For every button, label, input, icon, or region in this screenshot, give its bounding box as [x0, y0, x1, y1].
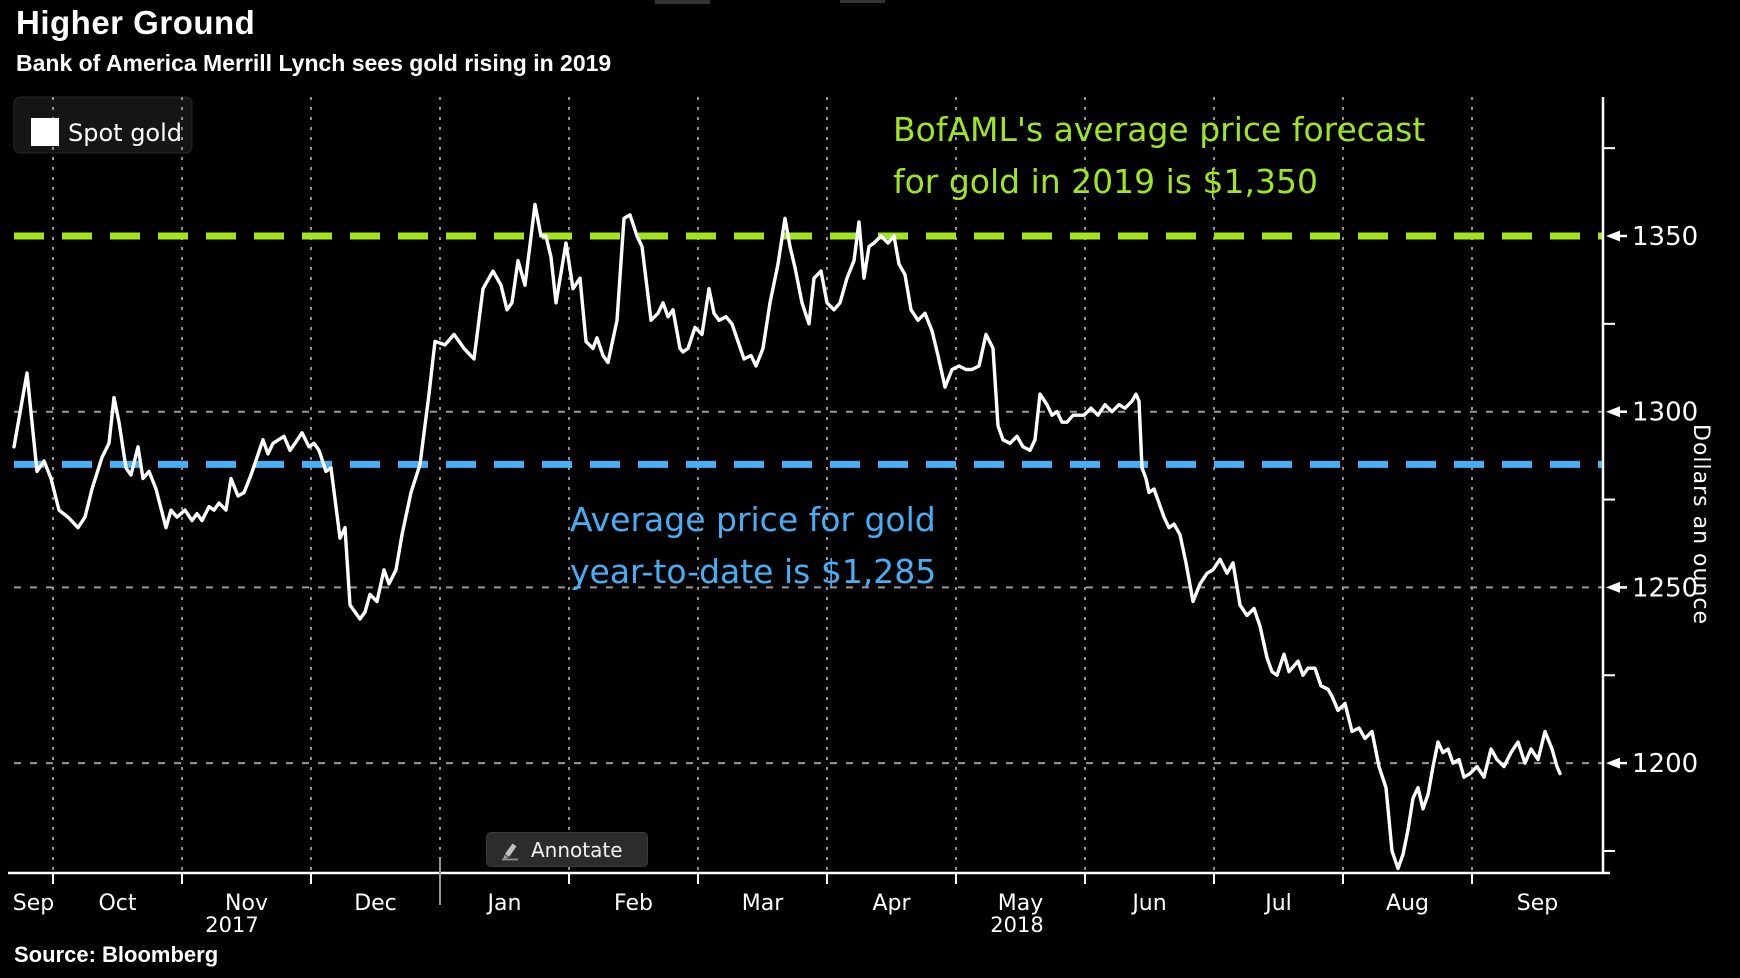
x-month-label-nov-2: Nov [225, 891, 268, 916]
y-axis-title: Dollars an ounce [1688, 424, 1713, 626]
annotation-forecast-line2: for gold in 2019 is $1,350 [893, 162, 1318, 201]
source-credit: Source: Bloomberg [14, 942, 219, 967]
y-tick-label-1350: 1350 [1632, 222, 1698, 252]
screenshot-edge-artifact [655, 0, 710, 4]
spot-gold-line [12, 202, 1562, 871]
x-month-label-jan-4: Jan [486, 891, 522, 916]
y-tick-arrow [1606, 406, 1620, 418]
y-tick-label-1200: 1200 [1632, 749, 1698, 779]
x-month-label-feb-5: Feb [614, 891, 653, 916]
y-tick-label-1250: 1250 [1632, 573, 1698, 603]
x-month-label-dec-3: Dec [354, 891, 397, 916]
y-tick-arrow [1606, 581, 1620, 593]
y-tick-arrow [1606, 230, 1620, 242]
x-month-label-oct-1: Oct [98, 891, 136, 916]
pencil-icon [502, 843, 518, 860]
x-month-label-sep-12: Sep [1517, 891, 1558, 916]
y-tick-label-1300: 1300 [1632, 398, 1698, 428]
screenshot-edge-artifact [840, 0, 885, 3]
x-month-label-jun-9: Jun [1130, 891, 1166, 916]
x-month-label-mar-6: Mar [742, 891, 784, 916]
x-month-label-may-8: May [998, 891, 1043, 916]
annotate-button[interactable]: Annotate [486, 832, 648, 867]
legend-swatch-spot-gold [31, 118, 59, 146]
annotation-ytd-line2: year-to-date is $1,285 [570, 552, 937, 591]
x-month-label-jul-10: Jul [1263, 891, 1292, 916]
y-tick-arrow [1606, 757, 1620, 769]
legend-item-spot-gold[interactable]: Spot gold [68, 119, 183, 147]
x-month-label-aug-11: Aug [1386, 891, 1429, 916]
x-month-label-sep-0: Sep [13, 891, 54, 916]
annotation-ytd-average: Average price for gold year-to-date is $… [570, 494, 936, 598]
x-axis-year-2017: 2017 [205, 913, 259, 937]
x-month-label-apr-7: Apr [872, 891, 911, 916]
x-axis-year-2018: 2018 [990, 913, 1044, 937]
page-subtitle: Bank of America Merrill Lynch sees gold … [16, 50, 612, 76]
annotation-ytd-line1: Average price for gold [570, 500, 936, 539]
page-title: Higher Ground [16, 4, 256, 41]
annotation-forecast-line1: BofAML's average price forecast [893, 110, 1426, 149]
annotation-forecast-2019: BofAML's average price forecast for gold… [893, 104, 1425, 208]
annotate-button-label: Annotate [531, 837, 623, 862]
